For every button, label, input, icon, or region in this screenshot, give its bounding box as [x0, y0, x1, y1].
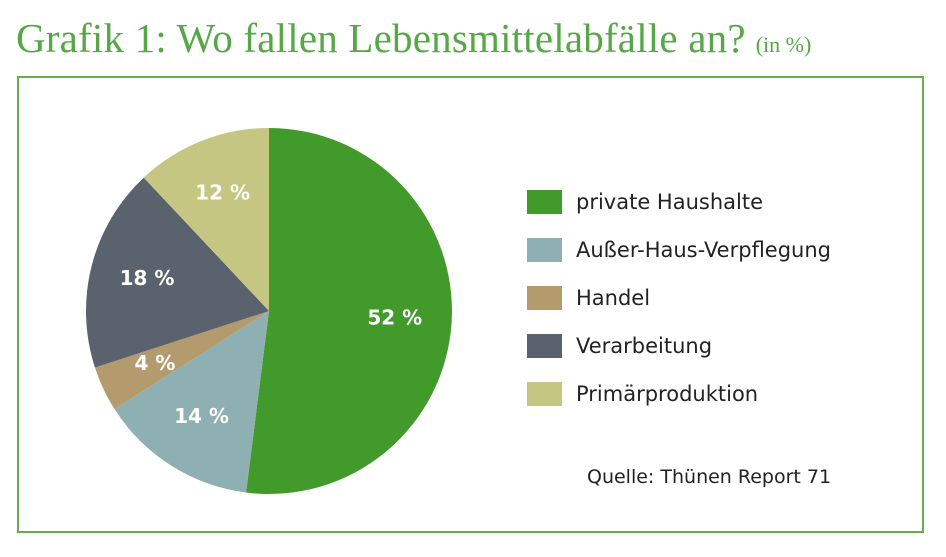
legend-item-4: Primärproduktion [527, 370, 831, 418]
legend-swatch-0 [527, 190, 562, 214]
legend-item-2: Handel [527, 274, 831, 322]
chart-title: Grafik 1: Wo fallen Lebensmittelabfälle … [16, 15, 746, 61]
legend-item-1: Außer-Haus-Verpflegung [527, 226, 831, 274]
legend-label-3: Verarbeitung [576, 334, 713, 358]
legend-swatch-1 [527, 238, 562, 262]
pie-slice-1 [114, 311, 270, 493]
pie-slice-4 [143, 128, 269, 311]
pie-slice-2 [94, 311, 270, 410]
slice-label-0: 52 % [367, 305, 422, 329]
legend-swatch-2 [527, 286, 562, 310]
legend-label-2: Handel [576, 286, 651, 310]
pie-slice-3 [86, 177, 269, 368]
legend: private Haushalte Außer-Haus-Verpflegung H… [527, 178, 831, 418]
chart-title-row: Grafik 1: Wo fallen Lebensmittelabfälle … [16, 14, 811, 62]
legend-item-0: private Haushalte [527, 178, 831, 226]
slice-label-4: 12 % [195, 180, 250, 204]
source-note: Quelle: Thünen Report 71 [587, 466, 832, 488]
legend-swatch-3 [527, 334, 562, 358]
pie-slice-0 [246, 128, 452, 494]
legend-label-1: Außer-Haus-Verpflegung [576, 238, 831, 262]
slice-label-1: 14 % [174, 404, 229, 428]
slice-label-3: 18 % [120, 266, 175, 290]
unit-note: (in %) [755, 32, 812, 57]
legend-label-4: Primärproduktion [576, 382, 759, 406]
legend-item-3: Verarbeitung [527, 322, 831, 370]
legend-label-0: private Haushalte [576, 190, 764, 214]
slice-label-2: 4 % [135, 351, 176, 375]
pie-chart: 52 % 14 % 4 % 18 % 12 % [86, 128, 452, 494]
chart-frame: 52 % 14 % 4 % 18 % 12 % private Haushalte Auß… [17, 76, 924, 533]
legend-swatch-4 [527, 382, 562, 406]
